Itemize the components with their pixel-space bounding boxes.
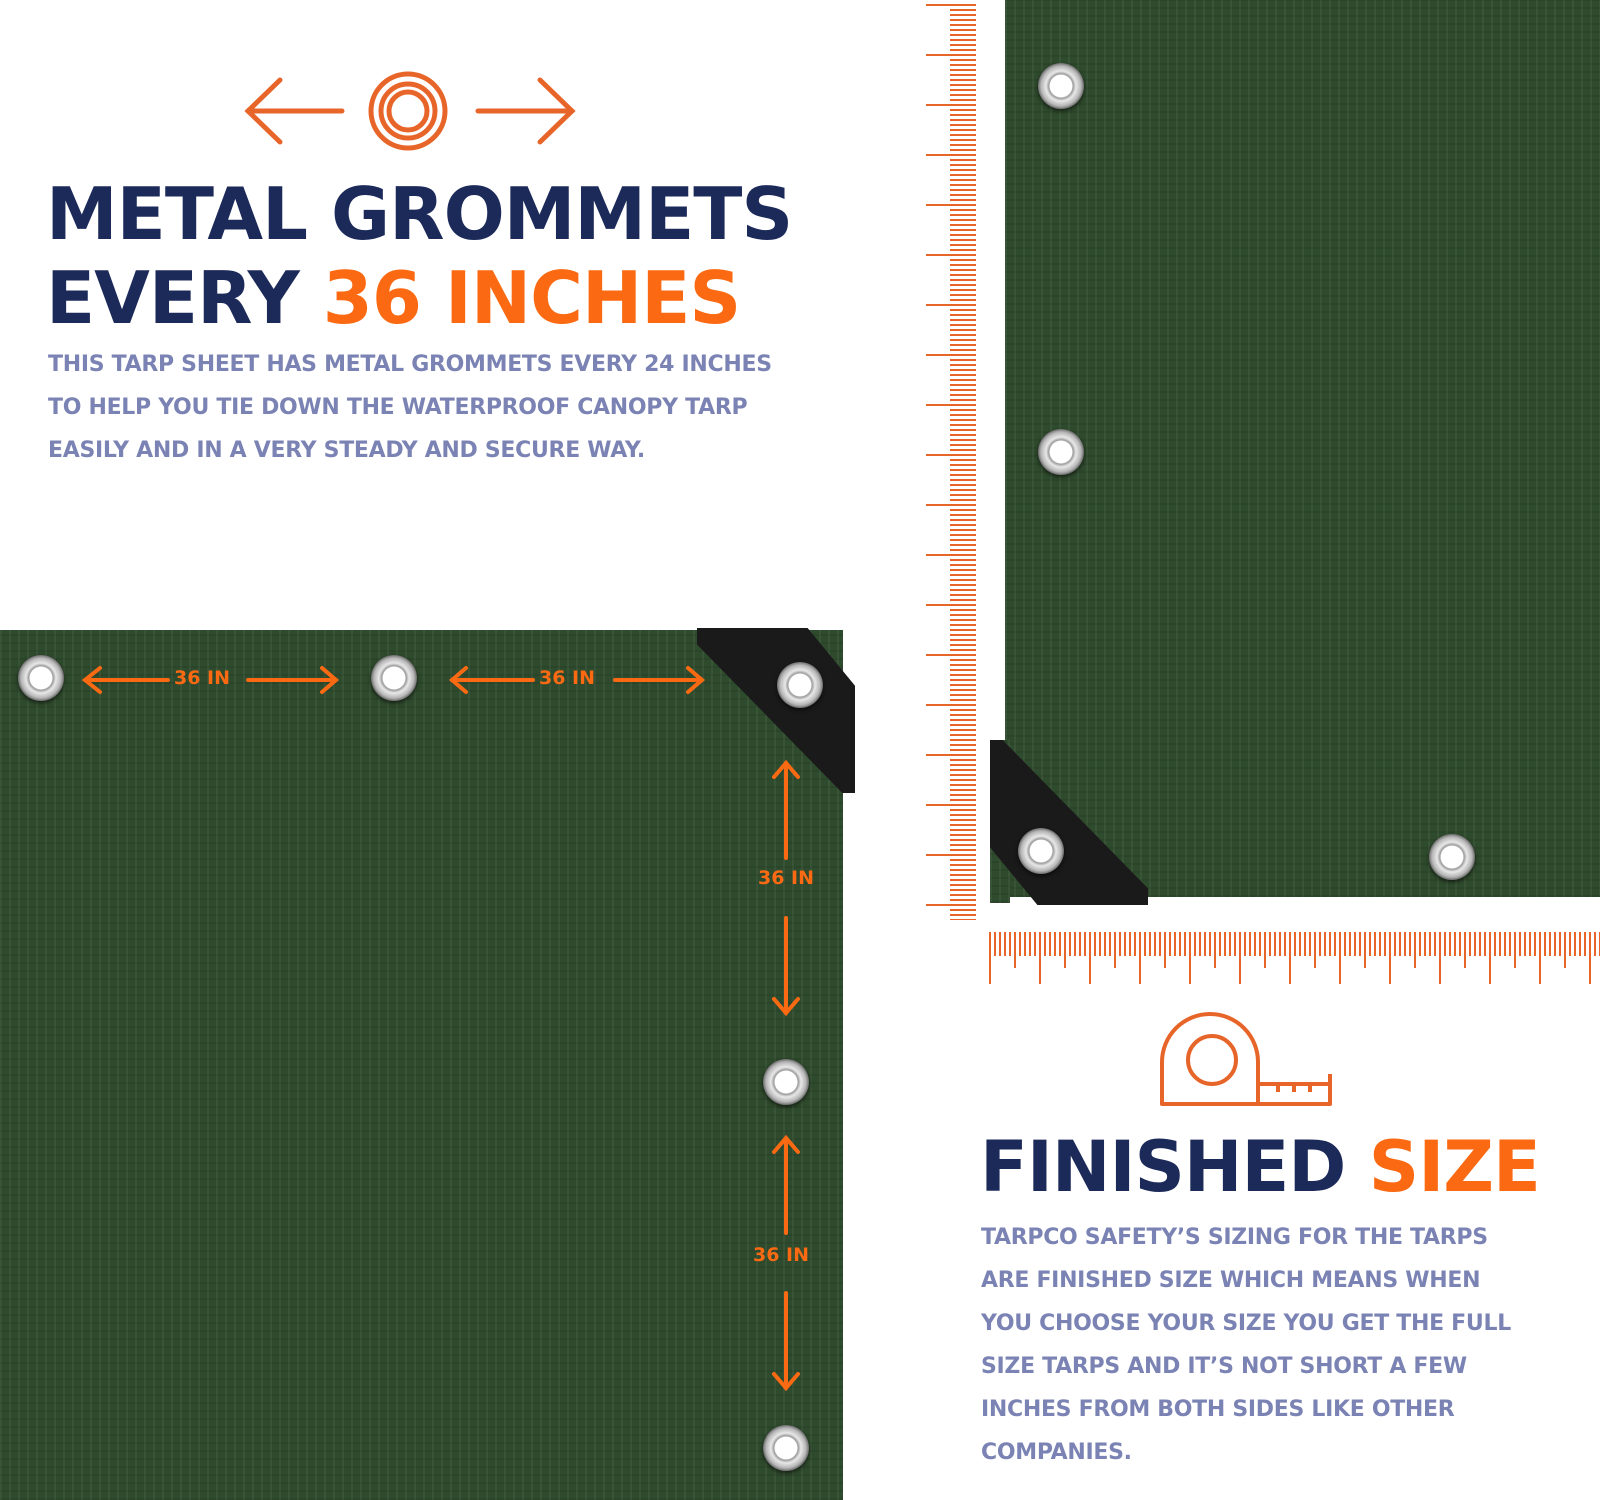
- finished-size-title: FINISHED SIZE: [980, 1132, 1541, 1202]
- grommet: [1038, 63, 1084, 109]
- title-prefix: EVERY: [46, 256, 323, 340]
- grommets-description: THIS TARP SHEET HAS METAL GROMMETS EVERY…: [48, 343, 772, 472]
- tape-measure-icon: [1160, 1012, 1332, 1106]
- grommet-spacing-icon: [244, 71, 576, 151]
- description-line: ARE FINISHED SIZE WHICH MEANS WHEN: [981, 1268, 1481, 1293]
- description-line: EASILY AND IN A VERY STEADY AND SECURE W…: [48, 438, 645, 463]
- dimension-label: 36 IN: [173, 667, 231, 689]
- grommet: [371, 655, 417, 701]
- tarp-photo-left: [0, 630, 843, 1500]
- title-accent: 36 INCHES: [322, 256, 741, 340]
- description-line: TARPCO SAFETY’S SIZING FOR THE TARPS: [981, 1225, 1488, 1250]
- description-line: INCHES FROM BOTH SIDES LIKE OTHER: [981, 1397, 1455, 1422]
- description-line: COMPANIES.: [981, 1440, 1132, 1465]
- finished-size-description: TARPCO SAFETY’S SIZING FOR THE TARPS ARE…: [981, 1216, 1511, 1474]
- description-line: THIS TARP SHEET HAS METAL GROMMETS EVERY…: [48, 352, 772, 377]
- title-accent: SIZE: [1368, 1126, 1541, 1208]
- grommet: [18, 655, 64, 701]
- grommet: [1038, 429, 1084, 475]
- description-line: TO HELP YOU TIE DOWN THE WATERPROOF CANO…: [48, 395, 748, 420]
- title-prefix: FINISHED: [980, 1126, 1369, 1208]
- grommet: [1429, 834, 1475, 880]
- vertical-ruler: [925, 4, 976, 920]
- grommet: [777, 662, 823, 708]
- grommet: [763, 1425, 809, 1471]
- dimension-label: 36 IN: [757, 867, 815, 889]
- description-line: YOU CHOOSE YOUR SIZE YOU GET THE FULL: [981, 1311, 1511, 1336]
- grommets-title-line2: EVERY 36 INCHES: [46, 262, 741, 334]
- grommets-title-line1: METAL GROMMETS: [46, 172, 793, 256]
- horizontal-ruler: [989, 932, 1600, 986]
- dimension-arrows: [81, 666, 800, 1392]
- description-line: SIZE TARPS AND IT’S NOT SHORT A FEW: [981, 1354, 1467, 1379]
- dimension-label: 36 IN: [752, 1244, 810, 1266]
- tarp-photo-right: [1005, 0, 1600, 897]
- grommet: [1018, 828, 1064, 874]
- dimension-label: 36 IN: [538, 667, 596, 689]
- grommet: [763, 1059, 809, 1105]
